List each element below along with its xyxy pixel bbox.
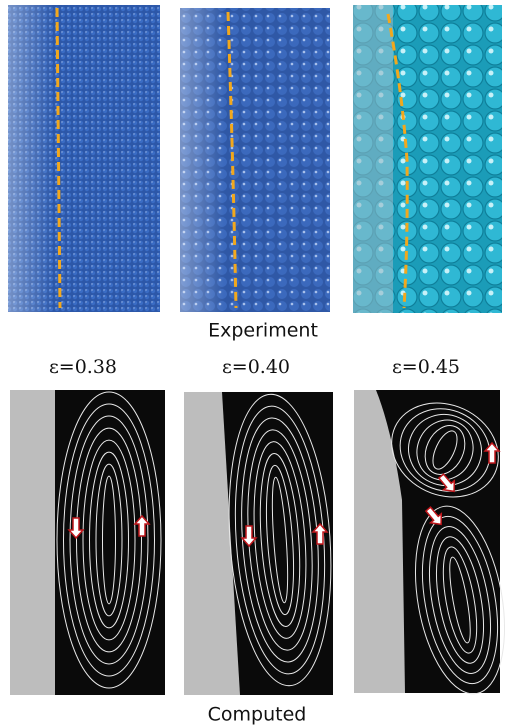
panel-label: ε=0.40: [222, 356, 290, 378]
photo-3: [353, 5, 502, 313]
simulation-3: [354, 386, 507, 701]
panel-label: ε=0.45: [392, 356, 460, 378]
computed-label: Computed: [208, 704, 307, 726]
simulation-2: [184, 391, 340, 695]
photo-2: [180, 8, 330, 312]
photo-1: [8, 5, 160, 312]
figure: Experiment ε=0.38 ε=0.40 ε=0.45 Computed: [0, 0, 507, 727]
panel-label: ε=0.38: [49, 356, 117, 378]
simulation-1: [10, 390, 165, 695]
page: Experiment ε=0.38 ε=0.40 ε=0.45 Computed…: [0, 0, 507, 727]
experiment-label: Experiment: [208, 320, 318, 342]
